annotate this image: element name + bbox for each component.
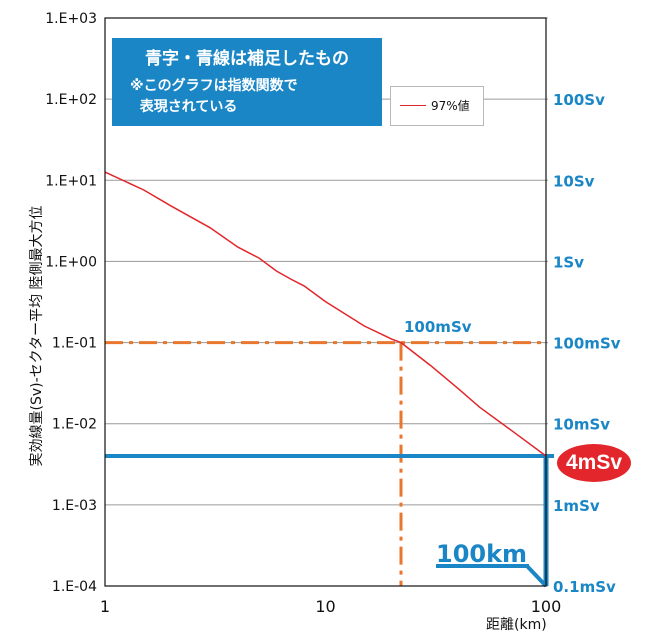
right-axis-label: 1mSv (553, 497, 600, 515)
y-tick-label: 1.E+03 (45, 11, 97, 27)
plot-frame (104, 17, 547, 587)
y-tick-label: 1.E+02 (45, 92, 97, 108)
supplement-note-box: 青字・青線は補足したもの ※このグラフは指数関数で 表現されている (112, 38, 382, 126)
right-axis-label: 100Sv (553, 91, 605, 109)
annotation-100km: 100km (436, 540, 528, 568)
series-line-97pct (104, 171, 547, 457)
x-tick-label: 1 (100, 597, 110, 616)
right-axis-label: 100mSv (553, 335, 621, 353)
annotation-100msv: 100mSv (404, 318, 472, 336)
y-tick-label: 1.E-01 (52, 336, 97, 352)
x-tick-labels: 1 10 100 (100, 597, 561, 616)
right-axis-label: 10mSv (553, 416, 610, 434)
note-body: ※このグラフは指数関数で 表現されている (130, 78, 298, 115)
y-axis-label: 実効線量(Sv)-セクター平均 陸側最大方位 (29, 205, 45, 467)
y-tick-label: 1.E-02 (52, 417, 97, 433)
series-layer (104, 171, 547, 457)
right-axis-label: 0.1mSv (553, 578, 616, 596)
right-axis-labels: 100Sv 10Sv 1Sv 100mSv 10mSv 1mSv 0.1mSv (553, 91, 621, 596)
note-title: 青字・青線は補足したもの (145, 49, 349, 69)
annotation-4msv-badge: 4mSv (557, 444, 631, 482)
right-axis-label: 10Sv (553, 172, 595, 190)
callout-leader-100km (525, 564, 548, 588)
y-tick-labels: 1.E+03 1.E+02 1.E+01 1.E+00 1.E-01 1.E-02 1.E-… (45, 11, 97, 595)
x-tick-label: 100 (531, 597, 562, 616)
x-axis-label: 距離(km) (486, 617, 547, 633)
legend-line-swatch (400, 105, 426, 106)
right-axis-label: 1Sv (553, 253, 584, 271)
y-tick-label: 1.E+01 (45, 173, 97, 189)
x-tick-label: 10 (315, 597, 335, 616)
legend-label: 97%値 (431, 99, 470, 113)
y-tick-label: 1.E+00 (45, 254, 97, 270)
y-tick-label: 1.E-04 (52, 579, 97, 595)
y-tick-label: 1.E-03 (52, 498, 97, 514)
legend: 97%値 (390, 86, 484, 126)
